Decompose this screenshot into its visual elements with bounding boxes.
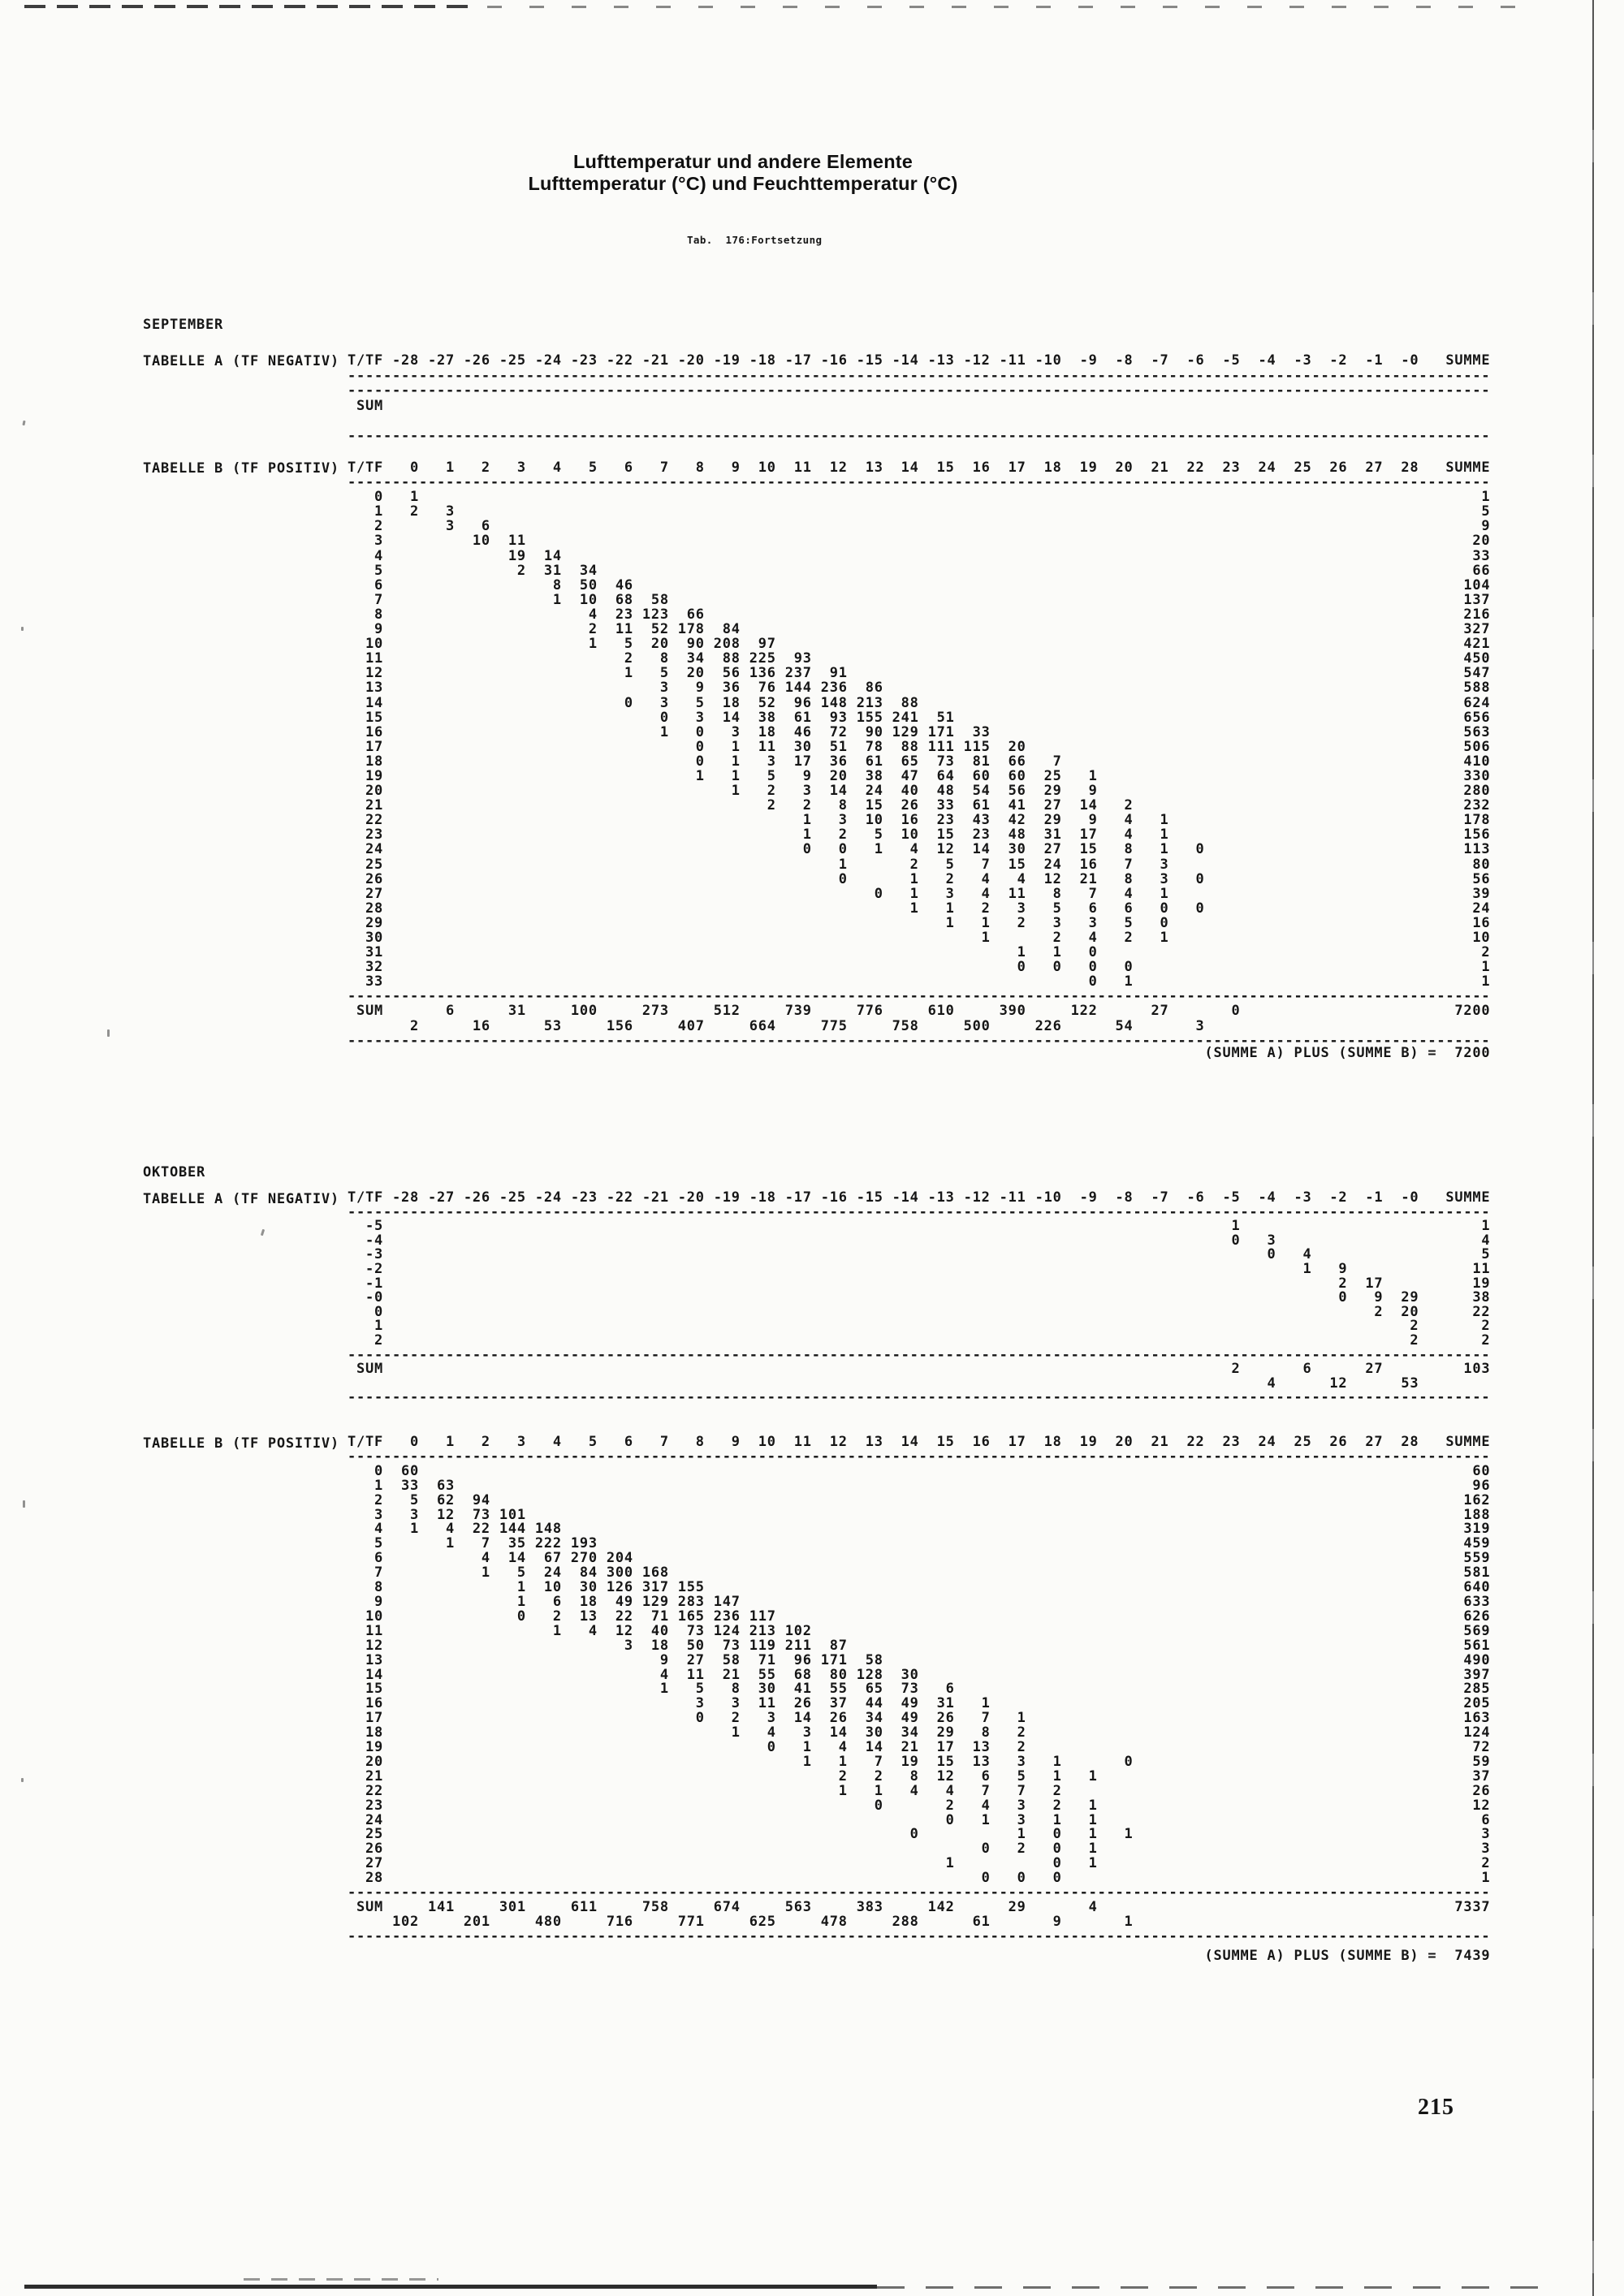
month-label-october: OKTOBER — [143, 1164, 205, 1180]
frequency-table-september-b: T/TF 0 1 2 3 4 5 6 7 8 9 10 11 12 13 14 … — [348, 460, 1491, 1049]
frequency-table-october-b: T/TF 0 1 2 3 4 5 6 7 8 9 10 11 12 13 14 … — [348, 1434, 1491, 1944]
page-title: Lufttemperatur und andere Elemente Luftt… — [467, 151, 1019, 195]
table-b-label-september: TABELLE B (TF POSITIV) — [143, 460, 339, 477]
scan-artifact-bottom-edge-2 — [877, 2286, 1551, 2289]
scan-artifact-speck — [107, 1029, 110, 1037]
scan-artifact-right-edge — [1592, 0, 1594, 2296]
scan-artifact-top-edge — [24, 5, 479, 8]
grand-total-line-september: (SUMME A) PLUS (SUMME B) = 7200 — [348, 1045, 1491, 1061]
scan-artifact-speck — [21, 1778, 24, 1782]
title-line-1: Lufttemperatur und andere Elemente — [572, 151, 914, 172]
scan-artifact-bottom-edge-3 — [244, 2278, 438, 2281]
scan-artifact-speck — [21, 627, 24, 631]
grand-total-line-october: (SUMME A) PLUS (SUMME B) = 7439 — [348, 1948, 1491, 1964]
month-label-september: SEPTEMBER — [143, 317, 223, 333]
table-a-label-october: TABELLE A (TF NEGATIV) — [143, 1191, 339, 1207]
table-a-label-september: TABELLE A (TF NEGATIV) — [143, 353, 339, 369]
frequency-table-september-a: T/TF -28 -27 -26 -25 -24 -23 -22 -21 -20… — [348, 352, 1491, 444]
scan-artifact-speck — [260, 1228, 266, 1236]
title-line-2: Lufttemperatur (°C) und Feuchttemperatur… — [528, 173, 958, 194]
table-caption: Tab. 176:Fortsetzung — [687, 234, 823, 246]
page-number: 215 — [1418, 2095, 1454, 2120]
scan-artifact-speck — [23, 1500, 25, 1508]
scan-artifact-bottom-edge — [24, 2285, 877, 2289]
scan-artifact-top-edge-2 — [487, 6, 1543, 8]
scan-artifact-speck — [22, 420, 26, 426]
frequency-table-october-a: T/TF -28 -27 -26 -25 -24 -23 -22 -21 -20… — [348, 1189, 1491, 1406]
table-b-label-october: TABELLE B (TF POSITIV) — [143, 1435, 339, 1452]
